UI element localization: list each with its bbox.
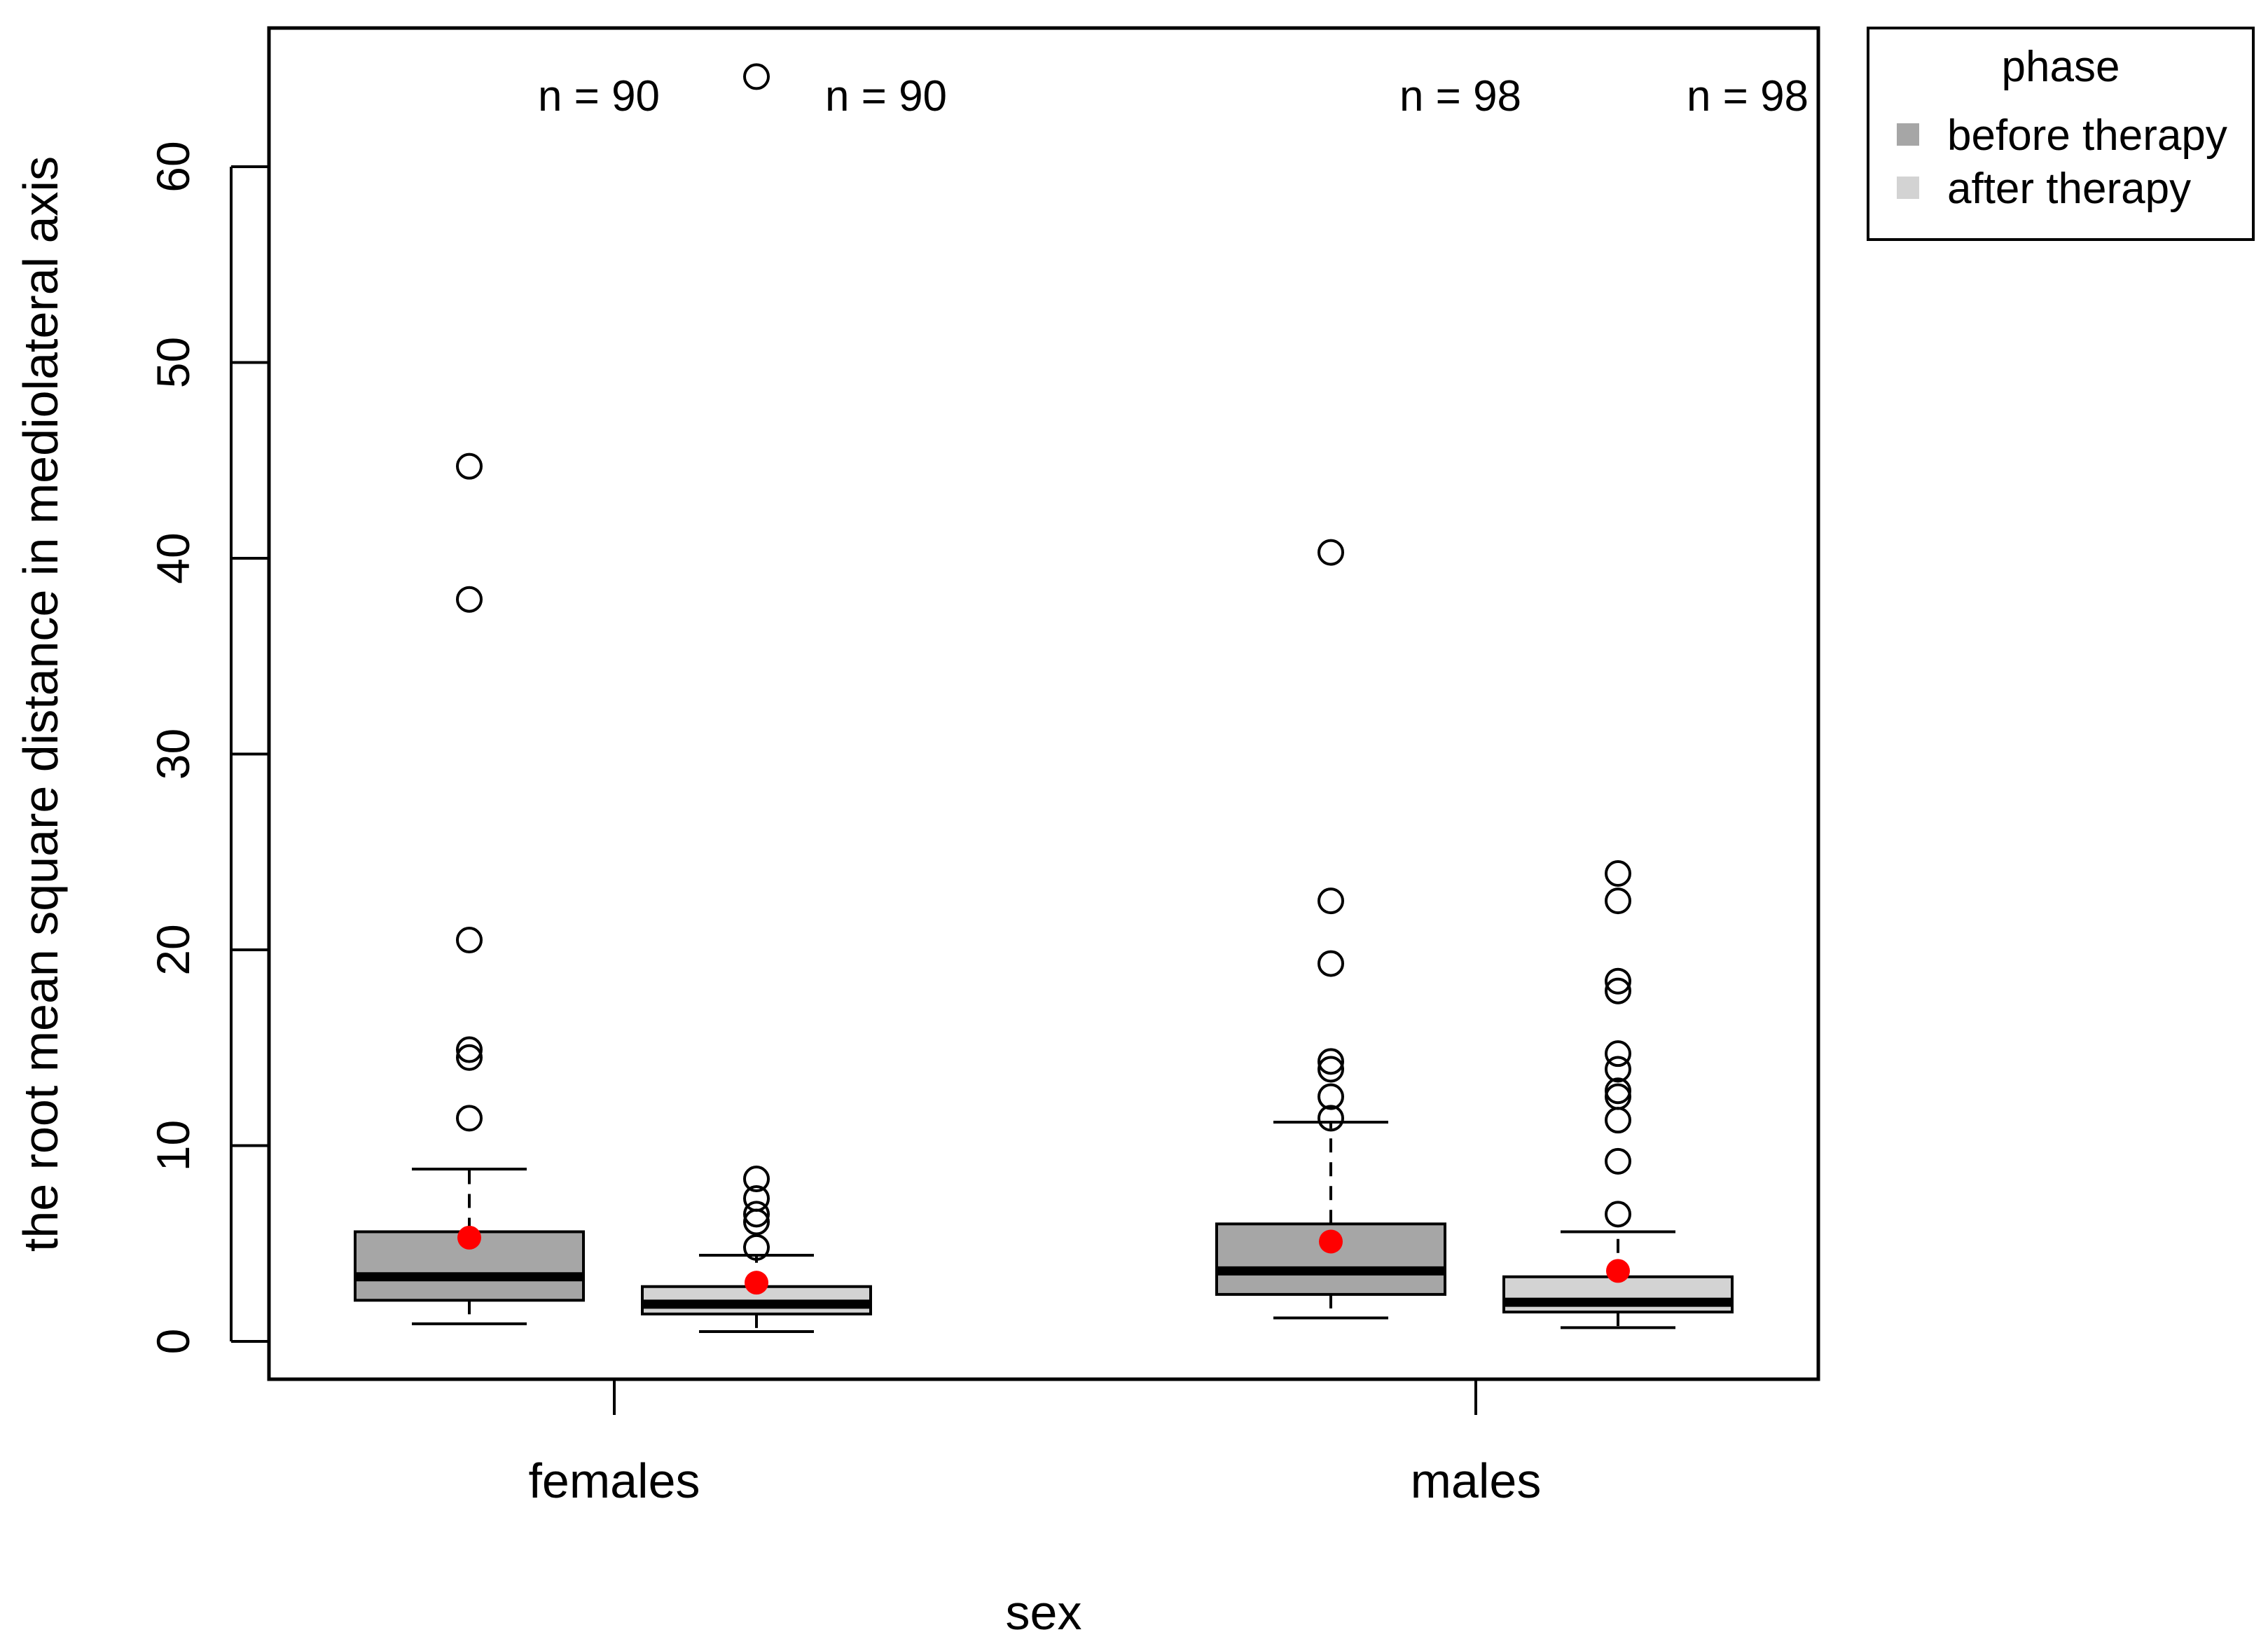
y-tick-label: 40 (147, 532, 199, 583)
outlier-point (1605, 1040, 1631, 1068)
outlier-point (1318, 539, 1344, 566)
x-axis-title: sex (1006, 1585, 1082, 1640)
y-tick-label: 60 (147, 141, 199, 192)
n-label: n = 90 (825, 72, 947, 120)
legend-title: phase (2002, 43, 2120, 91)
legend: phase before therapy after therapy (1867, 27, 2255, 241)
outlier-point (1605, 887, 1631, 915)
outlier-point (456, 1036, 483, 1063)
outlier-point (743, 1184, 770, 1212)
outlier-point (1318, 1048, 1344, 1075)
legend-swatch-before-therapy (1897, 123, 1919, 146)
outlier-point (743, 1234, 770, 1261)
outlier-point (1605, 1056, 1631, 1083)
outlier-point (1605, 1083, 1631, 1110)
legend-label-before-therapy: before therapy (1947, 111, 2227, 160)
iqr-box (1215, 1222, 1446, 1296)
legend-frame (1867, 27, 2255, 241)
outlier-point (456, 1105, 483, 1132)
y-tick-label: 30 (147, 728, 199, 780)
y-tick-label: 20 (147, 924, 199, 975)
legend-swatch-after-therapy (1897, 177, 1919, 199)
boxes (354, 63, 1734, 1334)
sample-size-labels: n = 90 n = 90 n = 98 n = 98 (538, 72, 1809, 120)
y-axis: 0 10 20 30 40 50 60 (147, 141, 269, 1354)
plot-frame (267, 26, 1820, 1381)
x-tick-label-females: females (528, 1453, 700, 1508)
mean-point (1319, 1229, 1343, 1254)
outlier-point (1605, 1147, 1631, 1175)
outlier-point (456, 1044, 483, 1071)
outlier-point (456, 453, 483, 480)
x-axis: females males (528, 1379, 1541, 1508)
outlier-point (743, 1166, 770, 1193)
outlier-point (1605, 977, 1631, 1004)
outlier-point (1318, 1083, 1344, 1110)
outlier-point (456, 927, 483, 954)
y-tick-label: 0 (147, 1329, 199, 1355)
n-label: n = 98 (1399, 72, 1521, 120)
outlier-point (743, 63, 770, 90)
n-label: n = 98 (1687, 72, 1809, 120)
outlier-point (1318, 1056, 1344, 1083)
box-males-before-therapy (1215, 539, 1446, 1320)
n-label: n = 90 (538, 72, 660, 120)
mean-point (745, 1271, 768, 1295)
outlier-point (1318, 1105, 1344, 1132)
mean-point (1606, 1259, 1630, 1283)
outlier-point (1605, 1107, 1631, 1134)
x-tick-label-males: males (1411, 1453, 1542, 1508)
y-axis-title: the root mean square distance in mediola… (13, 156, 68, 1252)
y-tick-label: 50 (147, 337, 199, 388)
box-females-before-therapy (354, 453, 585, 1325)
outlier-point (1318, 950, 1344, 977)
outlier-point (1318, 887, 1344, 915)
outlier-point (1605, 967, 1631, 995)
y-tick-label: 10 (147, 1120, 199, 1171)
outlier-point (1605, 1201, 1631, 1228)
outlier-point (1605, 859, 1631, 887)
box-females-after-therapy (641, 63, 872, 1334)
outlier-point (1605, 1077, 1631, 1105)
outlier-point (456, 586, 483, 613)
legend-label-after-therapy: after therapy (1947, 165, 2191, 213)
box-males-after-therapy (1502, 859, 1734, 1329)
mean-point (457, 1225, 481, 1250)
outlier-point (743, 1201, 770, 1228)
